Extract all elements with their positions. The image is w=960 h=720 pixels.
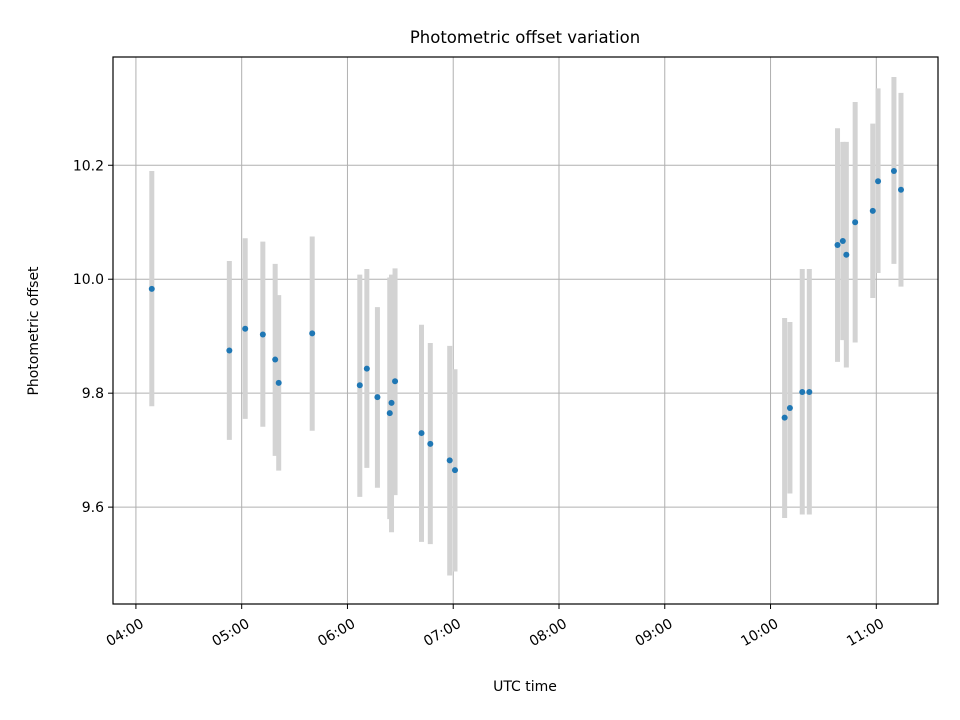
data-point: [309, 330, 316, 337]
data-point: [356, 382, 363, 389]
data-point: [363, 365, 370, 372]
data-point: [806, 389, 813, 396]
data-point: [875, 178, 882, 185]
data-point: [226, 347, 233, 354]
data-point: [259, 331, 266, 338]
data-point: [275, 379, 282, 386]
data-point: [446, 457, 453, 464]
data-point: [392, 378, 399, 385]
data-point: [148, 285, 155, 292]
data-point: [272, 356, 279, 363]
y-tick-label: 10.0: [73, 272, 104, 288]
y-tick-label: 9.8: [82, 386, 104, 402]
data-point: [799, 389, 806, 396]
x-axis-label: UTC time: [493, 679, 557, 695]
y-tick-label: 9.6: [82, 500, 104, 516]
data-points: [148, 167, 904, 474]
data-point: [418, 430, 425, 437]
y-tick-label: 10.2: [73, 158, 104, 174]
data-point: [781, 414, 788, 421]
data-point: [852, 219, 859, 226]
data-point: [386, 410, 393, 417]
y-axis-ticks: 9.6 9.8 10.0 10.2: [73, 158, 113, 516]
data-point: [834, 242, 841, 249]
data-point: [451, 467, 458, 474]
plot-frame: [112, 56, 939, 605]
data-point: [786, 404, 793, 411]
data-point: [388, 399, 395, 406]
data-point: [890, 167, 897, 174]
data-point: [374, 394, 381, 401]
data-point: [839, 238, 846, 245]
data-point: [869, 207, 876, 214]
chart-title: Photometric offset variation: [410, 28, 640, 47]
y-axis-label: Photometric offset: [26, 266, 42, 396]
data-point: [843, 251, 850, 258]
data-point: [427, 440, 434, 447]
data-point: [242, 325, 249, 332]
data-point: [897, 186, 904, 193]
